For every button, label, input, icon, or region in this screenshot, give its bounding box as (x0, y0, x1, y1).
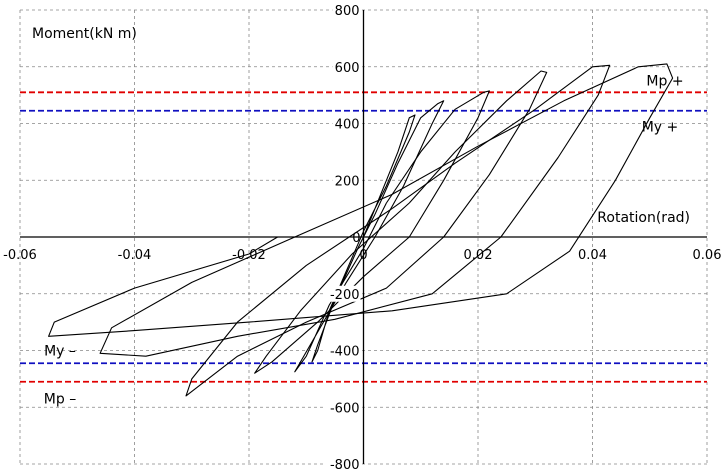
hysteresis-loop-6 (48, 63, 674, 337)
hysteresis-curves (48, 63, 674, 397)
hysteresis-loop-5 (99, 64, 611, 357)
y-axis-label: Moment(kN m) (32, 26, 137, 42)
y-tick-label: 200 (335, 174, 360, 189)
x-tick-label: 0.02 (464, 248, 493, 263)
y-tick-label-bg (332, 2, 361, 18)
reference-line-label: My – (44, 343, 76, 359)
x-tick-label: -0.04 (118, 248, 152, 263)
axes (20, 10, 707, 464)
y-tick-label-bg (332, 172, 361, 189)
tick-labels: -0.06 -0.04 -0.02 0 0.02 0.04 0.06 800 600 400 200… (3, 2, 721, 473)
y-tick-label: 800 (335, 4, 360, 19)
y-tick-label-bg (324, 342, 361, 359)
x-tick-label: -0.06 (3, 248, 37, 263)
reference-line-label: Mp – (44, 392, 76, 408)
reference-line-labels: Mp + My + My – Mp – (44, 73, 684, 407)
x-tick-label: 0.06 (693, 248, 722, 263)
x-tick-label: -0.02 (232, 248, 266, 263)
reference-line-label: Mp + (646, 73, 683, 89)
x-axis-label: Rotation(rad) (597, 210, 690, 226)
y-tick-label-bg (324, 399, 361, 416)
hysteresis-loop-2 (294, 100, 445, 373)
reference-line-label: My + (642, 120, 679, 136)
x-tick-label: 0.04 (578, 248, 607, 263)
y-tick-label-bg (324, 285, 361, 302)
y-tick-label: 0 (352, 231, 360, 246)
hysteresis-loop-4 (185, 70, 548, 397)
y-tick-label: 600 (335, 61, 360, 76)
y-tick-label: -800 (330, 458, 360, 473)
y-tick-label-bg (332, 115, 361, 132)
y-tick-label-bg (324, 456, 361, 472)
x-tick-label: 0 (359, 248, 367, 263)
y-tick-label: -400 (330, 345, 360, 360)
y-tick-label-bg (332, 58, 361, 75)
y-tick-label: -200 (330, 288, 360, 303)
y-tick-label: 400 (335, 118, 360, 133)
y-tick-label: -600 (330, 401, 360, 416)
